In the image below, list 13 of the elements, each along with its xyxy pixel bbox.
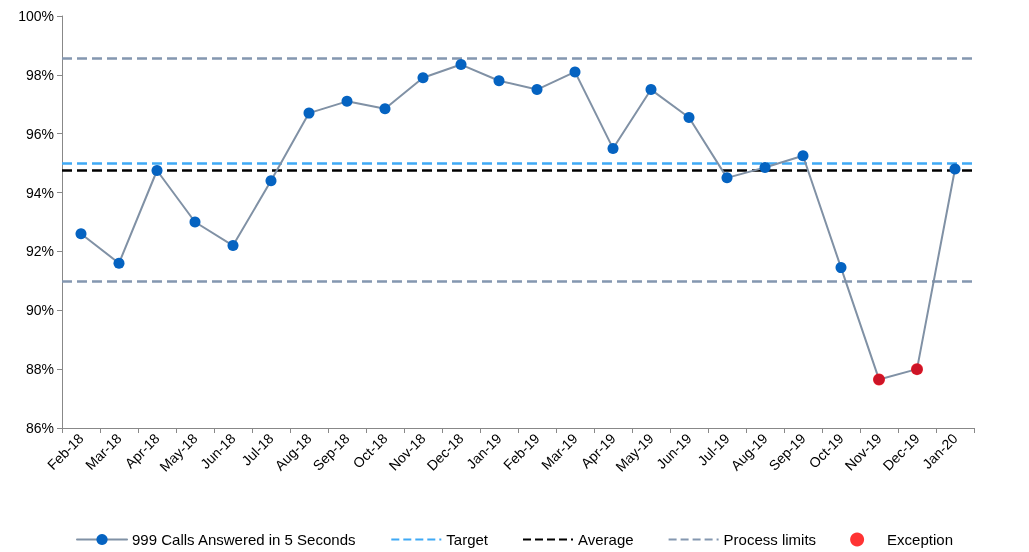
legend-label: Average (578, 531, 634, 548)
y-tick-label: 96% (25, 125, 54, 142)
y-tick-label: 86% (25, 420, 54, 436)
y-tick-label: 88% (25, 361, 54, 378)
legend-label: Exception (887, 531, 953, 548)
legend-label: Process limits (723, 531, 817, 548)
y-tick-label: 90% (25, 302, 54, 319)
y-tick-label: 94% (25, 184, 54, 201)
legend-label: Target (446, 531, 489, 548)
y-tick-label: 98% (25, 66, 54, 83)
y-tick-label: 100% (18, 8, 54, 24)
legend-label: 999 Calls Answered in 5 Seconds (132, 531, 356, 548)
y-tick-label: 92% (25, 243, 54, 260)
